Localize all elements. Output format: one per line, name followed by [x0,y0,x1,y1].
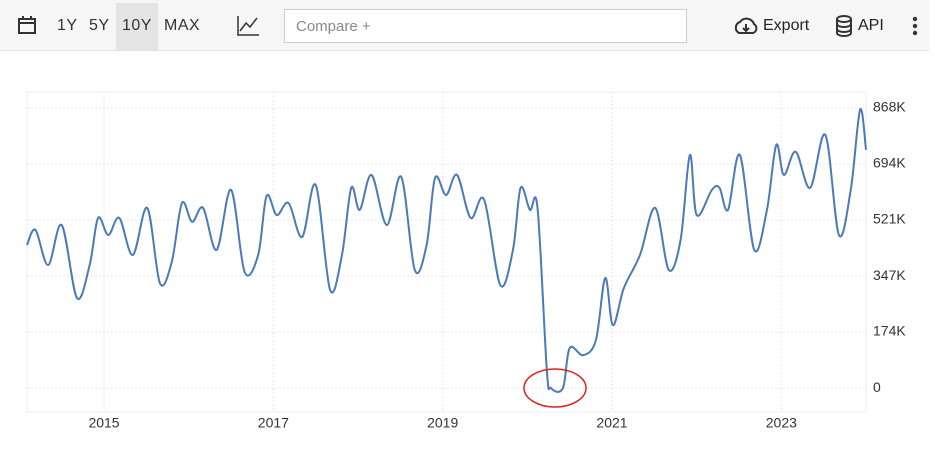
x-tick-label: 2019 [427,415,458,431]
y-tick-label: 347K [873,267,906,283]
x-tick-label: 2021 [596,415,627,431]
export-button[interactable]: Export [763,17,810,34]
highlight-circle [523,368,587,408]
range-button[interactable]: 10Y [122,17,152,34]
x-tick-label: 2017 [258,415,289,431]
range-button[interactable]: 1Y [57,17,78,34]
active-range-bg [116,3,158,50]
range-button[interactable]: 5Y [89,17,110,34]
data-line [26,108,867,393]
menu-icon[interactable] [910,16,920,38]
y-tick-label: 521K [873,211,906,227]
compare-input[interactable]: Compare + [284,9,687,43]
y-tick-label: 868K [873,99,906,115]
chart-type-icon[interactable] [236,15,260,37]
plot-frame [26,91,867,413]
range-button[interactable]: MAX [164,17,201,34]
export-icon[interactable] [732,16,760,36]
toolbar: 1Y 5Y 10Y MAX Compare + Export API [0,0,929,51]
calendar-icon[interactable] [17,15,37,35]
y-tick-label: 174K [873,323,906,339]
y-tick-label: 0 [873,379,881,395]
api-button[interactable]: API [858,17,884,34]
x-tick-label: 2023 [766,415,797,431]
api-icon[interactable] [835,15,853,37]
x-tick-label: 2015 [88,415,119,431]
y-tick-label: 694K [873,155,906,171]
